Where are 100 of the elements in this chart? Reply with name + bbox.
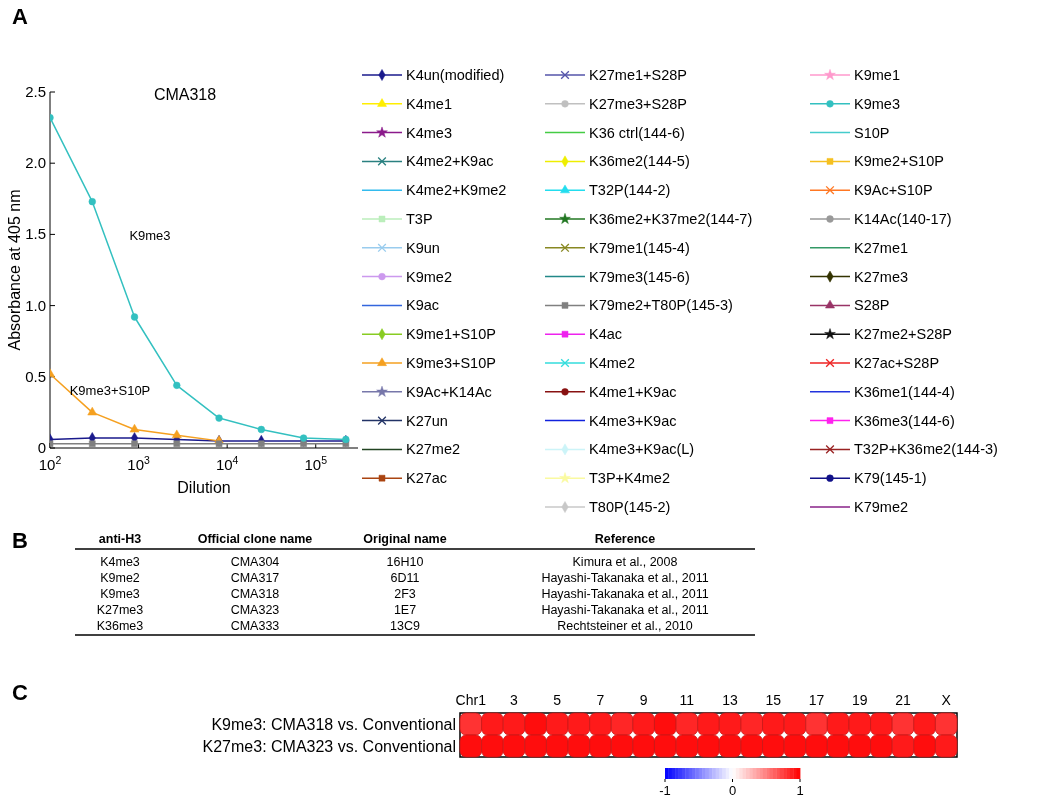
legend-label: T32P+K36me2(144-3) — [854, 441, 998, 458]
category-label: Reference — [594, 532, 656, 546]
legend-label: K4me2+K9ac — [406, 153, 494, 170]
legend-label: K9me3+S10P — [406, 355, 496, 371]
text: Hayashi-Takanaka et al., 2011 — [541, 587, 709, 601]
legend-label: K36me3(144-6) — [854, 412, 955, 429]
y-tick-label: 0 — [37, 439, 46, 456]
x-tick-label: 11 — [679, 692, 695, 708]
text: 13C9 — [390, 619, 420, 633]
text: CMA333 — [230, 619, 280, 633]
x-tick-label: 3 — [510, 692, 519, 708]
x-tick-label: 9 — [639, 692, 648, 708]
x-tick-label: 19 — [851, 692, 868, 708]
legend-label: K79me1(145-4) — [589, 239, 690, 256]
text: K36me3 — [96, 619, 144, 633]
x-tick-label: 10$^{2}$ — [38, 454, 62, 473]
text: 16H10 — [386, 555, 424, 569]
text: CMA323 — [230, 603, 280, 617]
x-tick-label: 21 — [895, 692, 911, 708]
text: Rechtsteiner et al., 2010 — [557, 619, 693, 633]
text: K9me2 — [100, 571, 140, 585]
legend-label: K4me1 — [406, 95, 452, 112]
x-tick-label: 13 — [722, 692, 739, 708]
y-tick-label: 1.0 — [25, 296, 46, 314]
legend-label: K9me3 — [854, 95, 900, 112]
y-tick-label: K9me3: CMA318 vs. Conventional — [211, 716, 456, 733]
legend-label: T80P(145-2) — [589, 499, 671, 515]
y-tick-label: 2.0 — [25, 154, 46, 172]
x-tick-label: 10$^{3}$ — [127, 454, 150, 473]
legend-label: K4me2+K9me2 — [406, 182, 507, 199]
color-bar-label: 0 — [728, 783, 737, 797]
text: C — [12, 680, 28, 705]
legend-label: K27me2 — [406, 441, 461, 458]
x-axis-title: Dilution — [177, 479, 231, 496]
legend-label: K9Ac+S10P — [854, 182, 933, 199]
legend-label: T32P(144-2) — [589, 182, 671, 199]
text: CMA318 — [230, 587, 280, 601]
text: 2F3 — [394, 587, 416, 601]
text: Hayashi-Takanaka et al., 2011 — [541, 603, 709, 617]
legend-label: S28P — [854, 297, 890, 314]
legend-label: K9me2+S10P — [854, 153, 944, 170]
legend-label: K36me2+K37me2(144-7) — [589, 211, 753, 227]
color-bar-label: -1 — [659, 783, 671, 797]
category-label: Official clone name — [197, 532, 313, 546]
text: A — [12, 4, 28, 29]
legend-label: K9Ac+K14Ac — [406, 383, 492, 400]
color-bar-label: 1 — [796, 783, 804, 797]
legend-label: K9me1+S10P — [406, 326, 496, 343]
legend-label: K4me3+K9ac — [589, 412, 677, 429]
legend-label: K27ac — [406, 470, 448, 487]
legend-label: K79(145-1) — [854, 470, 927, 487]
legend-label: K4ac — [589, 326, 623, 343]
legend-label: K27me3+S28P — [589, 95, 687, 112]
text: K9me3 — [100, 587, 140, 601]
legend-label: K4me3+K9ac(L) — [589, 441, 695, 458]
legend-label: K9un — [406, 239, 440, 256]
x-tick-label: 7 — [596, 692, 605, 708]
text: Kimura et al., 2008 — [572, 555, 678, 569]
text: Hayashi-Takanaka et al., 2011 — [541, 571, 709, 585]
legend-label: K4un(modified) — [406, 67, 505, 83]
legend-label: K79me2+T80P(145-3) — [589, 297, 733, 314]
text: 1E7 — [393, 603, 417, 617]
legend-label: K36me1(144-4) — [854, 383, 955, 400]
legend-label: K9me2 — [406, 268, 452, 285]
x-tick-label: X — [941, 692, 952, 708]
legend-label: T3P — [406, 211, 433, 227]
legend-label: K36 ctrl(144-6) — [589, 124, 685, 141]
legend-label: S10P — [854, 124, 890, 141]
legend-label: K9me1 — [854, 67, 900, 83]
y-tick-label: 2.5 — [25, 83, 46, 100]
legend-label: K36me2(144-5) — [589, 153, 690, 170]
legend-label: K27me1+S28P — [589, 67, 687, 83]
x-tick-label: 5 — [553, 692, 562, 708]
text: 6D11 — [390, 571, 420, 585]
x-tick-label: 15 — [765, 692, 782, 708]
y-tick-label: 1.5 — [25, 225, 46, 243]
annotation: K9me3+S10P — [69, 383, 151, 398]
category-label: Original name — [363, 532, 447, 546]
x-tick-label: 17 — [808, 692, 825, 708]
text: CMA317 — [230, 571, 280, 585]
legend-label: T3P+K4me2 — [589, 470, 671, 487]
legend-label: K27un — [406, 412, 448, 429]
legend-label: K27me3 — [854, 268, 909, 285]
legend-label: K79me2 — [854, 499, 909, 515]
x-tick-label: Chr1 — [455, 692, 487, 708]
category-label: anti-H3 — [98, 532, 142, 546]
text: K4me3 — [100, 555, 140, 569]
legend-label: K27ac+S28P — [854, 355, 940, 371]
y-axis-title: Absorbance at 405 nm — [6, 189, 23, 351]
legend-label: K79me3(145-6) — [589, 268, 690, 285]
legend-label: K27me2+S28P — [854, 326, 952, 343]
legend-label: K14Ac(140-17) — [854, 211, 952, 227]
y-tick-label: K27me3: CMA323 vs. Conventional — [202, 738, 456, 755]
text: K27me3 — [96, 603, 144, 617]
legend-label: K9ac — [406, 297, 440, 314]
legend-label: K4me2 — [589, 355, 635, 371]
legend-label: K27me1 — [854, 239, 909, 256]
annotation: K9me3 — [129, 228, 171, 243]
legend-label: K4me1+K9ac — [589, 383, 677, 400]
chart-title: CMA318 — [153, 86, 217, 103]
